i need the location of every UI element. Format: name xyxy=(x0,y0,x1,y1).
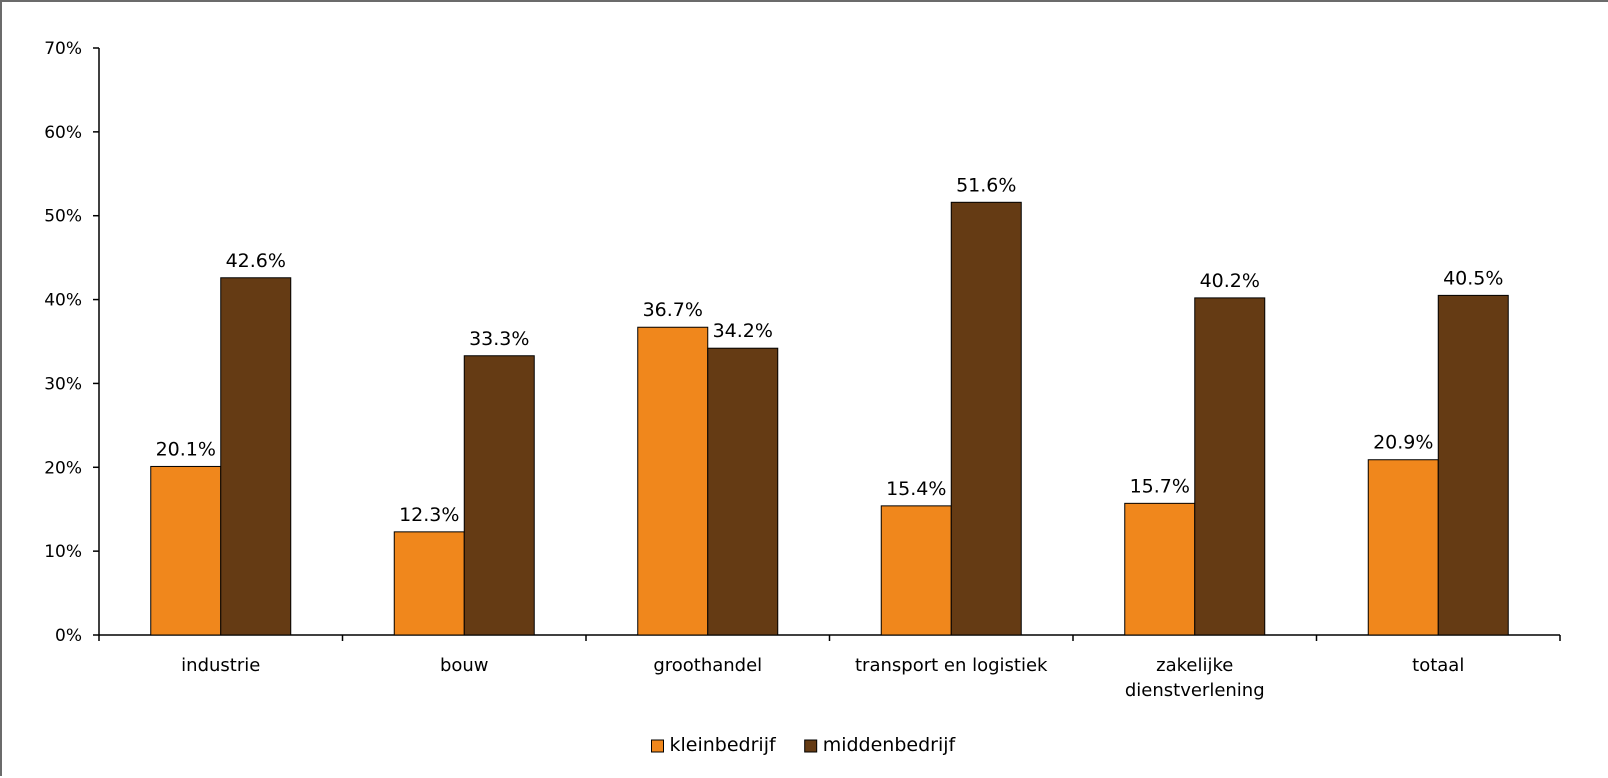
y-tick-label: 50% xyxy=(44,207,82,227)
legend-swatch-middenbedrijf xyxy=(804,739,818,753)
data-label-middenbedrijf: 33.3% xyxy=(469,328,529,350)
y-tick-label: 40% xyxy=(44,291,82,311)
legend-label-middenbedrijf: middenbedrijf xyxy=(823,734,957,756)
x-category-label: industrie xyxy=(181,655,260,676)
y-tick-label: 30% xyxy=(44,374,82,394)
data-label-middenbedrijf: 40.5% xyxy=(1443,267,1503,289)
x-category-label-line: transport en logistiek xyxy=(855,655,1048,676)
data-label-middenbedrijf: 42.6% xyxy=(226,250,286,272)
data-label-kleinbedrijf: 20.1% xyxy=(156,438,216,460)
bar-middenbedrijf xyxy=(1194,297,1266,636)
x-category-label: transport en logistiek xyxy=(855,655,1048,676)
x-category-label-line: industrie xyxy=(181,655,260,676)
data-label-kleinbedrijf: 36.7% xyxy=(643,299,703,321)
data-label-middenbedrijf: 40.2% xyxy=(1200,270,1260,292)
data-label-kleinbedrijf: 12.3% xyxy=(399,504,459,526)
x-category-label-line: dienstverlening xyxy=(1125,680,1265,701)
bar-middenbedrijf xyxy=(950,201,1022,636)
data-labels: 20.1% 12.3% 36.7% 15.4% 15.7% 20.9% 42.6% 33.3%… xyxy=(156,174,1504,526)
x-category-label-line: zakelijke xyxy=(1156,655,1233,676)
bar-middenbedrijf xyxy=(220,277,292,636)
legend: kleinbedrijf middenbedrijf xyxy=(651,734,957,756)
x-category-label: groothandel xyxy=(653,655,762,676)
bar-middenbedrijf xyxy=(1437,294,1509,636)
bar-kleinbedrijf xyxy=(637,326,709,636)
data-label-kleinbedrijf: 20.9% xyxy=(1373,432,1433,454)
y-tick-label: 70% xyxy=(44,39,82,59)
x-category-label: bouw xyxy=(440,655,489,676)
bar-kleinbedrijf xyxy=(150,465,222,636)
bar-kleinbedrijf xyxy=(1124,502,1196,636)
x-category-label-line: groothandel xyxy=(653,655,762,676)
data-label-middenbedrijf: 51.6% xyxy=(956,174,1016,196)
bar-kleinbedrijf xyxy=(393,531,465,636)
x-category-label: zakelijke dienstverlening xyxy=(1125,655,1265,701)
y-tick-label: 10% xyxy=(44,542,82,562)
bar-middenbedrijf xyxy=(707,347,779,636)
legend-swatch-kleinbedrijf xyxy=(651,739,664,753)
x-category-label: totaal xyxy=(1412,655,1464,676)
data-label-kleinbedrijf: 15.7% xyxy=(1130,475,1190,497)
bar-middenbedrijf xyxy=(463,355,535,636)
y-tick-label: 60% xyxy=(44,123,82,143)
bars xyxy=(150,201,1509,636)
legend-label-kleinbedrijf: kleinbedrijf xyxy=(670,734,777,756)
axes: 0% 10% 20% 30% 40% 50% 60% 70% industrie bouw groo… xyxy=(44,39,1561,701)
data-label-kleinbedrijf: 15.4% xyxy=(886,478,946,500)
bar-kleinbedrijf xyxy=(880,505,952,636)
x-category-label-line: totaal xyxy=(1412,655,1464,676)
y-tick-label: 20% xyxy=(44,458,82,478)
bar-kleinbedrijf xyxy=(1367,459,1439,636)
x-category-label-line: bouw xyxy=(440,655,489,676)
data-label-middenbedrijf: 34.2% xyxy=(713,320,773,342)
y-tick-label: 0% xyxy=(55,626,82,646)
